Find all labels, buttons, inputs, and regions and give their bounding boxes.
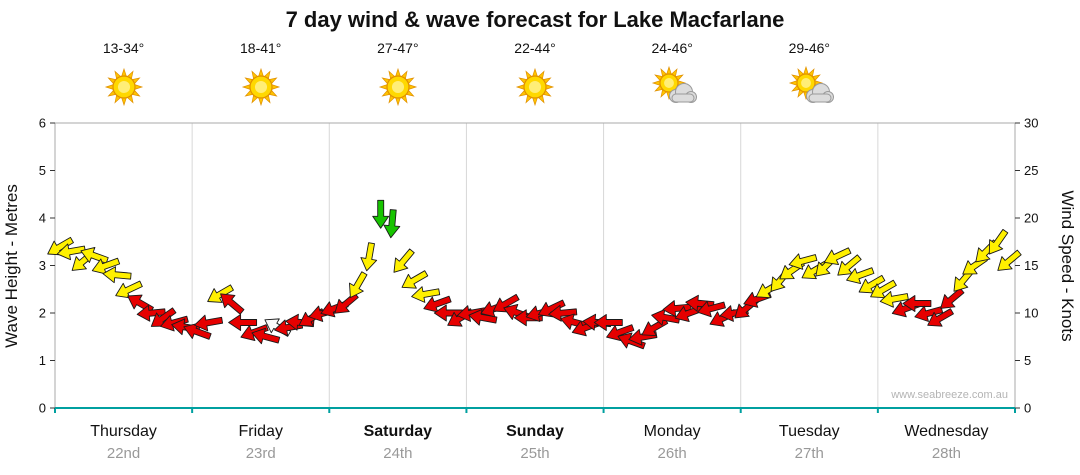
left-tick-label: 4 <box>39 211 46 226</box>
wind-arrow <box>411 286 441 303</box>
wind-arrow <box>220 293 245 315</box>
partly-cloudy-icon-wrap <box>761 60 857 117</box>
date-label: 25th <box>520 445 549 462</box>
partly-cloudy-icon <box>652 65 698 103</box>
right-tick-label: 25 <box>1024 163 1038 178</box>
day-label: Tuesday <box>779 423 840 440</box>
right-tick-label: 10 <box>1024 306 1038 321</box>
wind-arrow <box>837 254 862 276</box>
right-tick-label: 15 <box>1024 258 1038 273</box>
wind-arrow <box>372 199 390 229</box>
wind-arrow <box>102 266 132 284</box>
left-tick-label: 1 <box>39 353 46 368</box>
wind-arrow <box>823 247 852 265</box>
right-tick-label: 0 <box>1024 401 1031 416</box>
wind-arrow <box>349 271 368 298</box>
right-axis-title: Wind Speed - Knots <box>1058 190 1077 341</box>
wind-arrow <box>251 327 281 345</box>
wind-arrow <box>870 279 897 299</box>
day-label: Wednesday <box>904 423 988 440</box>
wind-arrow <box>988 228 1009 255</box>
partly-cloudy-icon <box>789 65 835 103</box>
sunny-icon-wrap <box>213 60 309 117</box>
daily-forecast-thursday: 13-34° <box>76 40 172 117</box>
day-label: Sunday <box>506 423 564 440</box>
wind-arrow <box>447 308 474 327</box>
day-label: Monday <box>644 423 701 440</box>
watermark: www.seabreeze.com.au <box>890 389 1008 401</box>
left-tick-label: 6 <box>39 116 46 131</box>
wind-arrow <box>393 248 415 273</box>
temperature-range: 22-44° <box>514 40 556 56</box>
left-tick-label: 5 <box>39 163 46 178</box>
wind-arrow <box>360 242 378 272</box>
wind-arrow <box>228 314 258 331</box>
sun-icon <box>104 67 143 107</box>
wind-arrow <box>593 314 623 331</box>
date-label: 23rd <box>246 445 276 462</box>
date-label: 26th <box>658 445 687 462</box>
left-axis-title: Wave Height - Metres <box>2 184 21 348</box>
wind-arrow <box>383 209 401 239</box>
left-tick-label: 3 <box>39 258 46 273</box>
wind-arrow <box>697 300 726 318</box>
day-label: Saturday <box>364 423 433 440</box>
wind-arrow <box>997 249 1022 271</box>
wind-arrow <box>194 314 224 332</box>
wind-arrow <box>401 270 429 289</box>
wind-arrow <box>115 280 143 299</box>
sun-icon <box>378 67 417 107</box>
wind-arrow <box>548 304 578 322</box>
wind-arrow <box>927 308 954 327</box>
right-tick-label: 20 <box>1024 211 1038 226</box>
sunny-icon-wrap <box>350 60 446 117</box>
date-label: 24th <box>383 445 412 462</box>
wind-arrow <box>914 305 944 322</box>
date-label: 27th <box>795 445 824 462</box>
daily-forecast-tuesday: 29-46° <box>761 40 857 117</box>
sun-icon <box>241 67 280 107</box>
left-tick-label: 0 <box>39 401 46 416</box>
daily-forecast-saturday: 27-47° <box>350 40 446 117</box>
left-tick-label: 2 <box>39 306 46 321</box>
date-label: 28th <box>932 445 961 462</box>
day-label: Thursday <box>90 423 157 440</box>
wind-arrow <box>685 294 715 312</box>
daily-forecast-friday: 18-41° <box>213 40 309 117</box>
day-label: Friday <box>238 423 282 440</box>
sun-icon <box>515 67 555 107</box>
plot-frame <box>54 122 1016 409</box>
daily-forecast-monday: 24-46° <box>624 40 720 117</box>
wind-arrow <box>846 267 875 284</box>
temperature-range: 29-46° <box>788 40 830 56</box>
daily-forecast-sunday: 22-44° <box>487 40 583 117</box>
wind-arrow <box>91 257 121 275</box>
wind-arrow <box>136 304 166 322</box>
date-label: 22nd <box>107 445 140 462</box>
wind-arrow <box>788 253 818 270</box>
chart-title: 7 day wind & wave forecast for Lake Macf… <box>285 7 785 32</box>
wind-arrow <box>433 304 463 322</box>
sunny-icon-wrap <box>487 60 583 117</box>
wind-arrow <box>183 323 212 340</box>
wind-arrow <box>56 243 86 261</box>
temperature-range: 27-47° <box>377 40 419 56</box>
wind-arrow <box>902 295 932 312</box>
temperature-range: 13-34° <box>102 40 145 56</box>
wind-arrow <box>47 236 74 256</box>
right-tick-label: 30 <box>1024 116 1038 131</box>
right-tick-label: 5 <box>1024 353 1031 368</box>
temperature-range: 24-46° <box>651 40 693 56</box>
partly-cloudy-icon-wrap <box>624 60 720 117</box>
sunny-icon-wrap <box>76 60 172 117</box>
plot-area: 0 1 2 3 4 5 6 0 5 10 15 20 25 30 Thursday 22nd Friday 23r… <box>39 116 1039 463</box>
wind-arrow <box>879 290 909 308</box>
temperature-range: 18-41° <box>240 40 282 56</box>
wind-arrow <box>423 295 452 313</box>
wind-arrow <box>858 274 886 294</box>
wind-arrow <box>456 305 486 322</box>
